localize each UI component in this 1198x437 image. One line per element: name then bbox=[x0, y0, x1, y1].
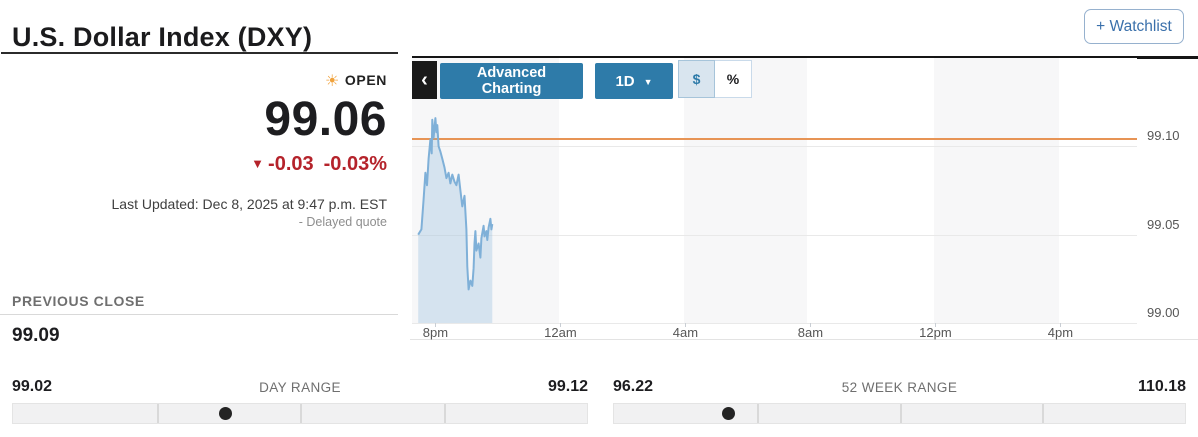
previous-close-divider bbox=[0, 314, 398, 315]
market-status-label: OPEN bbox=[344, 72, 387, 88]
previous-close-value: 99.09 bbox=[12, 325, 60, 346]
x-axis-tick bbox=[435, 323, 437, 327]
change-value: -0.03 bbox=[268, 153, 314, 175]
quote-panel: U.S. Dollar Index (DXY) ☀ OPEN 99.06 ▼ -0.… bbox=[0, 0, 400, 360]
dollar-unit-button[interactable]: $ bbox=[678, 60, 715, 98]
x-axis-tick bbox=[1060, 323, 1062, 327]
week52-range-marker bbox=[721, 407, 735, 420]
day-range-low: 99.02 bbox=[12, 378, 53, 395]
quartile-divider bbox=[156, 404, 159, 423]
x-axis-tick bbox=[935, 323, 937, 327]
week52-range: 96.22 52 WEEK RANGE 110.18 bbox=[613, 372, 1186, 430]
quartile-divider bbox=[1042, 404, 1045, 423]
y-gridline bbox=[412, 234, 1137, 236]
price-line-chart bbox=[417, 117, 494, 323]
advanced-charting-button[interactable]: Advanced Charting bbox=[440, 63, 583, 99]
sun-icon: ☀ bbox=[324, 73, 340, 90]
last-updated: Last Updated: Dec 8, 2025 at 9:47 p.m. E… bbox=[111, 196, 388, 212]
price-line bbox=[417, 117, 494, 291]
time-range-dropdown[interactable]: 1D ▼ bbox=[595, 63, 673, 99]
x-axis-tick bbox=[810, 323, 812, 327]
x-axis-label: 8am bbox=[797, 325, 824, 340]
day-range-header: 99.02 DAY RANGE 99.12 bbox=[12, 372, 588, 398]
price-change: ▼ -0.03 -0.03% bbox=[251, 153, 387, 176]
day-range-marker bbox=[218, 407, 232, 420]
x-axis-label: 4am bbox=[672, 325, 699, 340]
chart-shaded-band bbox=[683, 58, 808, 323]
change-percent: -0.03% bbox=[323, 153, 387, 175]
week52-range-bar bbox=[613, 403, 1186, 424]
chart-shaded-band bbox=[933, 58, 1059, 323]
last-price: 99.06 bbox=[264, 93, 387, 146]
chart-panel: ‹ Advanced Charting 1D ▼ $ % 99.00 99.05 99… bbox=[410, 56, 1198, 346]
x-axis-tick bbox=[560, 323, 562, 327]
collapse-chart-button[interactable]: ‹ bbox=[412, 61, 437, 99]
chevron-down-icon: ▼ bbox=[643, 76, 653, 87]
day-range-bar bbox=[12, 403, 588, 424]
add-to-watchlist-button[interactable]: + Watchlist bbox=[1084, 9, 1184, 44]
previous-close-line bbox=[412, 137, 1137, 140]
x-axis-label: 12am bbox=[544, 325, 577, 340]
chart-shaded-band bbox=[412, 58, 559, 323]
y-gridline bbox=[412, 146, 1137, 148]
x-axis-label: 12pm bbox=[919, 325, 952, 340]
title-divider bbox=[1, 52, 398, 54]
quartile-divider bbox=[300, 404, 302, 423]
down-arrow-icon: ▼ bbox=[251, 156, 265, 171]
y-axis-label: 99.00 bbox=[1147, 305, 1180, 320]
market-status: ☀ OPEN bbox=[325, 70, 387, 90]
time-range-value: 1D bbox=[615, 72, 635, 90]
quartile-divider bbox=[756, 404, 759, 423]
y-gridline bbox=[412, 323, 1137, 324]
x-axis-label: 4pm bbox=[1047, 325, 1074, 340]
week52-range-header: 96.22 52 WEEK RANGE 110.18 bbox=[613, 372, 1186, 398]
chart-plot[interactable] bbox=[412, 58, 1137, 324]
day-range-label: DAY RANGE bbox=[259, 380, 341, 395]
unit-toggle: $ % bbox=[678, 60, 752, 98]
chart-top-border bbox=[412, 56, 1198, 59]
week52-range-label: 52 WEEK RANGE bbox=[841, 380, 958, 395]
quartile-divider bbox=[443, 404, 446, 423]
quartile-divider bbox=[899, 404, 902, 423]
percent-unit-button[interactable]: % bbox=[715, 60, 752, 98]
delayed-quote-note: - Delayed quote bbox=[298, 215, 387, 229]
day-range: 99.02 DAY RANGE 99.12 bbox=[12, 372, 588, 430]
x-axis-label: 8pm bbox=[422, 325, 449, 340]
day-range-high: 99.12 bbox=[547, 378, 588, 395]
week52-range-high: 110.18 bbox=[1137, 378, 1186, 395]
y-axis-label: 99.10 bbox=[1147, 128, 1180, 144]
chart-bottom-border bbox=[410, 339, 1198, 340]
week52-range-low: 96.22 bbox=[613, 378, 654, 395]
page-title: U.S. Dollar Index (DXY) bbox=[12, 22, 313, 53]
y-axis-label: 99.05 bbox=[1147, 216, 1180, 232]
previous-close-label: PREVIOUS CLOSE bbox=[12, 293, 145, 309]
x-axis-tick bbox=[685, 323, 687, 327]
